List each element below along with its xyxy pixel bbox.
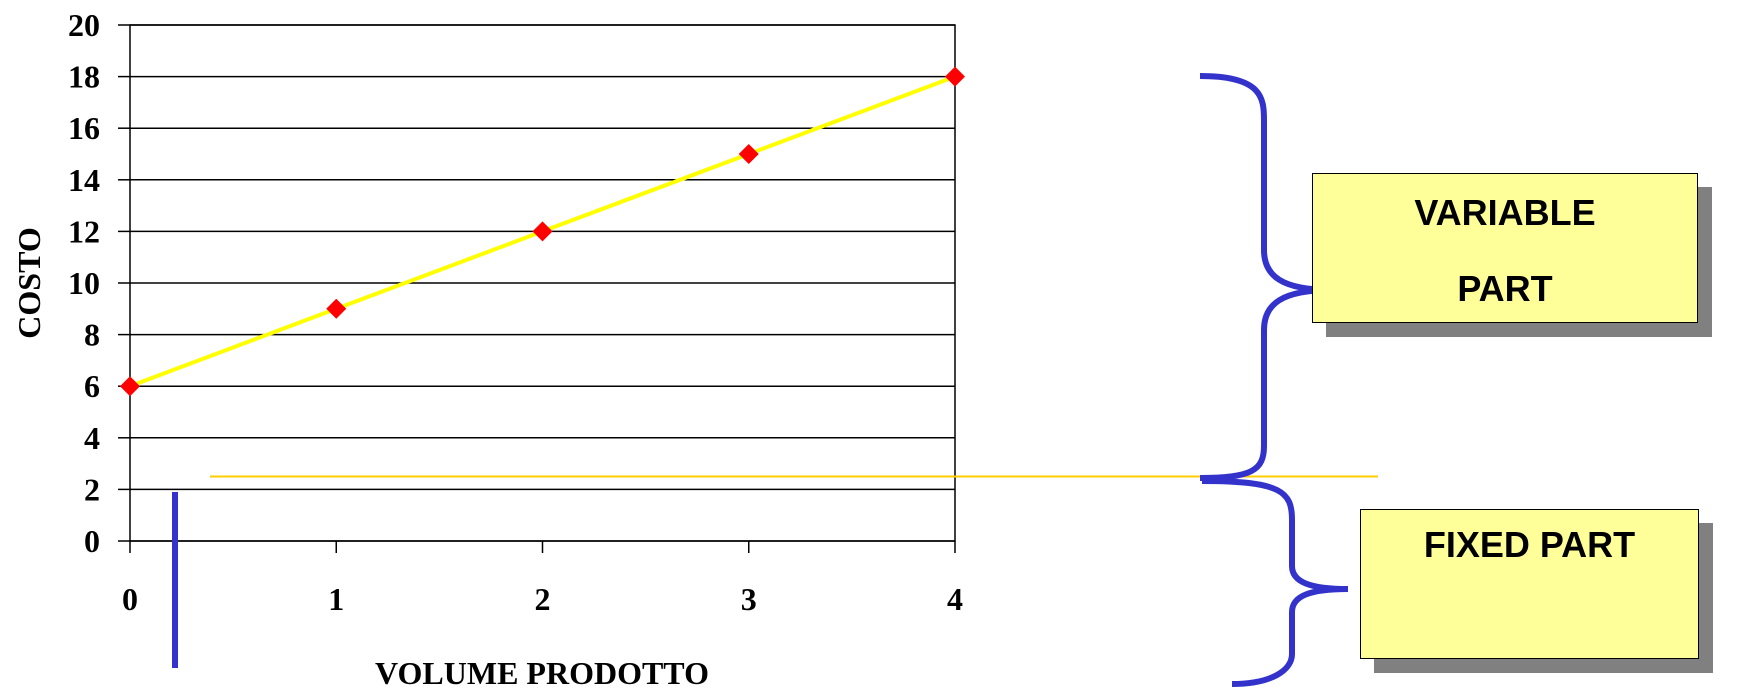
variable-part-callout: VARIABLE PART <box>1312 173 1698 323</box>
y-tick-label: 18 <box>68 59 100 95</box>
series-layer <box>120 66 965 397</box>
x-tick-label: 0 <box>122 581 138 617</box>
y-tick-label: 16 <box>68 110 100 146</box>
y-tick-label: 6 <box>84 368 100 404</box>
y-axis-label: COSTO <box>11 227 47 338</box>
x-axis-label: VOLUME PRODOTTO <box>375 655 709 687</box>
variable-part-label-line1: VARIABLE <box>1414 192 1596 233</box>
y-tick-label: 14 <box>68 162 100 198</box>
y-tick-label: 0 <box>84 523 100 559</box>
data-point <box>738 144 759 164</box>
y-tick-labels: 0 2 4 6 8 10 12 14 16 18 20 <box>68 7 100 559</box>
x-tick-label: 4 <box>947 581 963 617</box>
y-tick-label: 10 <box>68 265 100 301</box>
variable-part-label-line2: PART <box>1457 268 1553 309</box>
data-point <box>120 376 140 397</box>
y-tick-label: 12 <box>68 213 100 249</box>
x-tick-labels: 0 1 2 3 4 <box>122 581 963 617</box>
data-point <box>945 66 965 87</box>
x-tick-label: 3 <box>741 581 757 617</box>
y-tick-label: 2 <box>84 471 100 507</box>
x-tick-label: 2 <box>535 581 551 617</box>
fixed-part-label: FIXED PART <box>1423 524 1636 565</box>
y-tick-label: 8 <box>84 317 100 353</box>
fixed-part-callout: FIXED PART <box>1360 509 1699 659</box>
y-tick-label: 20 <box>68 7 100 43</box>
plot-area-border <box>129 24 956 542</box>
y-tick-label: 4 <box>84 420 100 456</box>
x-tick-label: 1 <box>328 581 344 617</box>
data-point <box>326 298 347 319</box>
grid-lines <box>118 24 956 553</box>
data-point <box>532 221 553 242</box>
fixed-part-brace <box>1201 478 1349 687</box>
